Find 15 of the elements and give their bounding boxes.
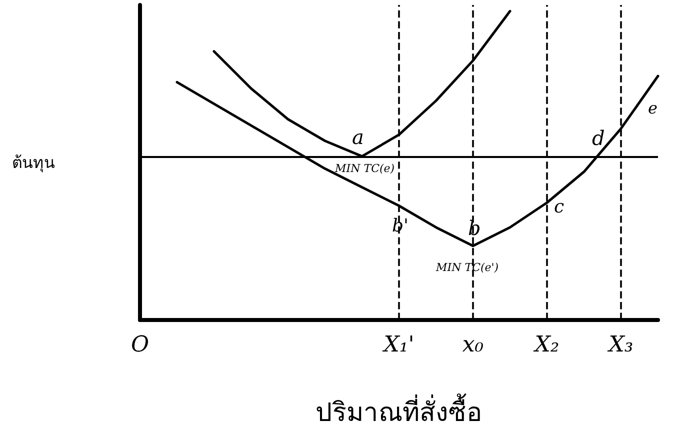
annotation: b' <box>392 216 408 236</box>
x-tick-label: X₁' <box>382 332 414 358</box>
x-tick-label: x₀ <box>462 332 484 358</box>
annotation: MIN TC(e) <box>334 162 395 175</box>
x-tick-label: X₂ <box>532 332 560 358</box>
x-tick-label: X₃ <box>606 332 634 358</box>
annotation: c <box>554 196 564 218</box>
x-tick-label: O <box>130 332 150 358</box>
annotation: d <box>592 126 605 150</box>
annotation: b <box>468 216 481 240</box>
annotation: MIN TC(e') <box>435 261 499 274</box>
x-axis-title: ปริมาณที่สั่งซื้อ <box>316 393 482 428</box>
annotation: e <box>648 98 658 118</box>
annotation: a <box>352 125 364 149</box>
y-axis-title: ต้นทุน <box>12 153 55 173</box>
